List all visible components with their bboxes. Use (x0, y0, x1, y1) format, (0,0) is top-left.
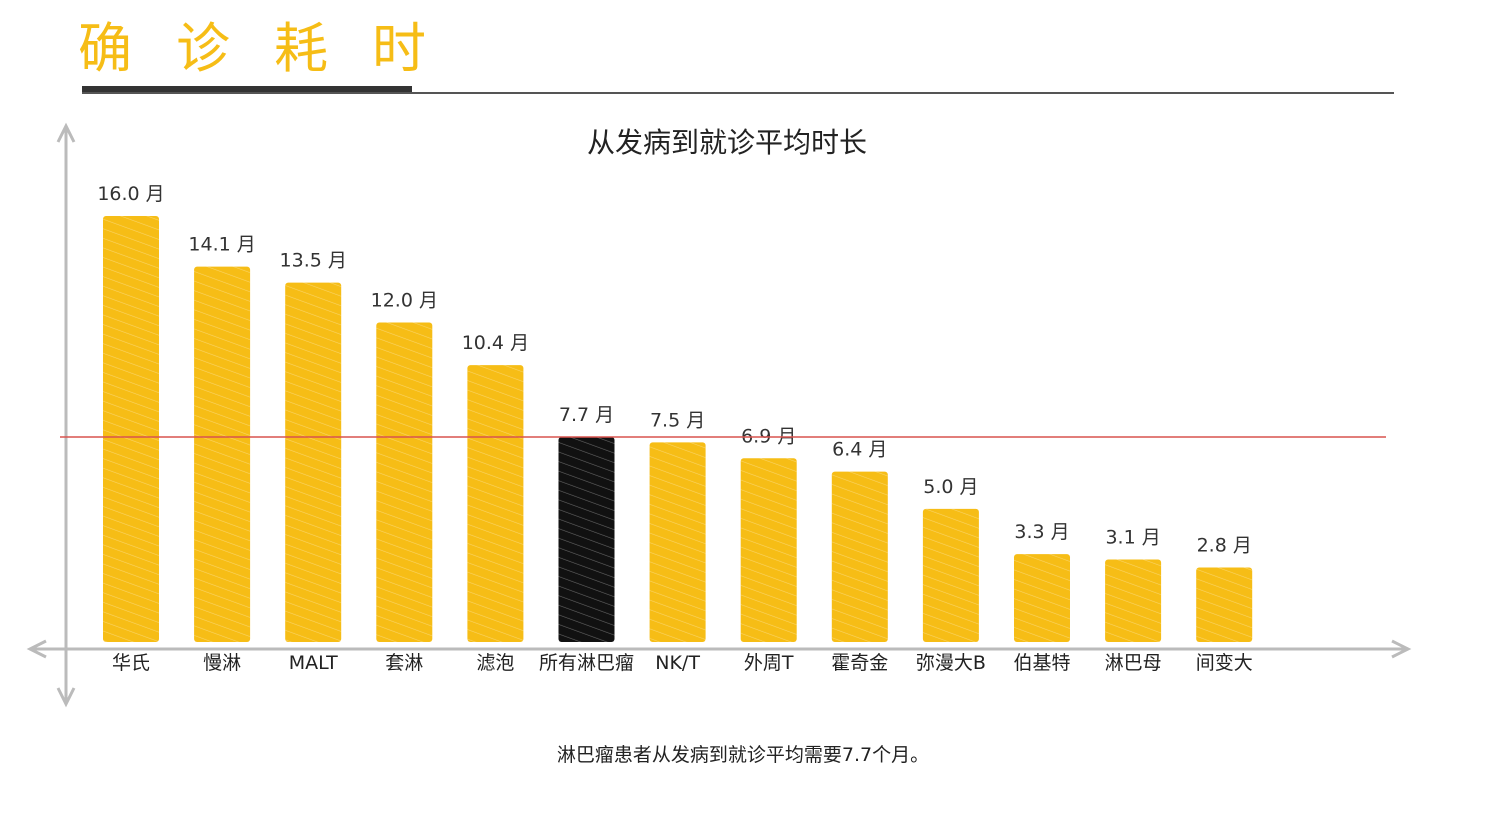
category-label: 所有淋巴瘤 (539, 652, 634, 674)
title-underline-thick (82, 86, 412, 93)
bars-group (103, 216, 1253, 642)
category-label: 华氏 (112, 652, 150, 674)
category-label: 霍奇金 (831, 652, 888, 674)
bar-texture (285, 282, 342, 642)
bar-texture (831, 471, 888, 642)
bar-texture (194, 266, 251, 642)
y-axis-arrow-top (56, 122, 76, 143)
page-title: 确诊耗时 (78, 17, 470, 80)
bar-value-label: 5.0 月 (923, 476, 978, 498)
category-label: 慢淋 (203, 652, 241, 674)
bar-texture (1196, 567, 1253, 642)
bar-texture (467, 365, 524, 642)
caption: 淋巴瘤患者从发病到就诊平均需要7.7个月。 (556, 744, 930, 766)
bar-value-label: 2.8 月 (1197, 534, 1252, 556)
category-label: NK/T (655, 652, 700, 674)
category-label: 伯基特 (1013, 652, 1070, 674)
category-label: 套淋 (385, 652, 423, 674)
bar-texture (103, 216, 159, 642)
category-label: 弥漫大B (916, 652, 986, 674)
category-labels-group: 华氏 慢淋 MALT 套淋 滤泡 所有淋巴瘤 NK/T 外周T 霍奇金 弥漫大B 伯基特 淋巴母 间变大 (112, 652, 1253, 674)
category-label: 淋巴母 (1105, 652, 1162, 674)
bar-value-label: 16.0 月 (97, 183, 164, 205)
bar-value-label: 3.3 月 (1014, 521, 1069, 543)
bar-value-label: 3.1 月 (1105, 526, 1160, 548)
category-label: 滤泡 (476, 652, 514, 674)
x-axis-arrow-right (1391, 639, 1412, 659)
bar-texture (649, 442, 706, 642)
category-label: 外周T (744, 652, 794, 674)
bar-value-label: 12.0 月 (371, 290, 438, 312)
y-axis-arrow-bottom (56, 687, 76, 708)
bar-texture (1105, 559, 1162, 642)
bar-value-label: 7.7 月 (559, 404, 614, 426)
bar-texture (922, 508, 979, 642)
bar-texture (376, 322, 433, 642)
bar-value-label: 6.4 月 (832, 439, 887, 461)
title-underline-thin (82, 92, 1394, 94)
bar-texture (740, 458, 797, 642)
value-labels-group: 16.0 月 14.1 月 13.5 月 12.0 月 10.4 月 7.7 月 7.5 月… (97, 183, 1252, 556)
bar-value-label: 14.1 月 (188, 234, 255, 256)
chart-title: 从发病到就诊平均时长 (587, 126, 867, 159)
bar-value-label: 10.4 月 (462, 332, 529, 354)
bar-texture (1014, 554, 1070, 642)
x-axis-arrow-left (26, 639, 47, 659)
bar-value-label: 7.5 月 (650, 409, 705, 431)
bar-value-label: 13.5 月 (280, 250, 347, 272)
bar-texture (558, 436, 615, 642)
category-label: MALT (289, 652, 338, 674)
category-label: 间变大 (1196, 652, 1253, 674)
